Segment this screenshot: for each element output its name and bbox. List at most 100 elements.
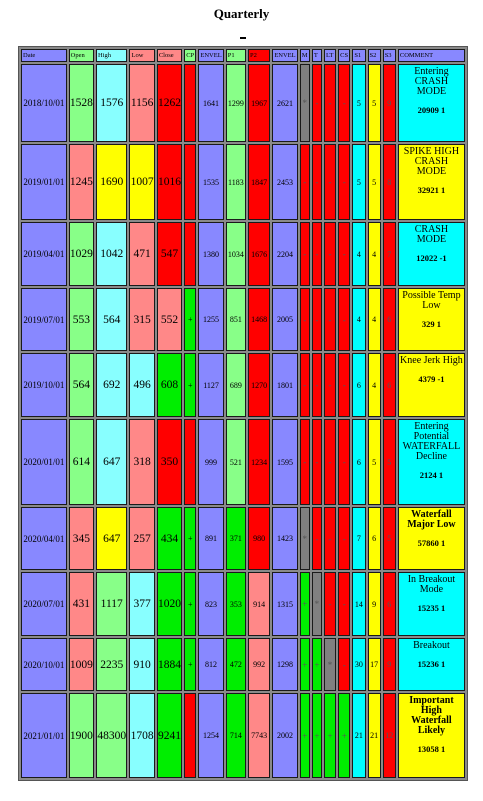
cell-m: + bbox=[299, 693, 310, 778]
comment-text: Entering Potential WATERFALL Decline bbox=[402, 421, 461, 462]
cell-close: 608 bbox=[156, 353, 183, 417]
cell-date: 2019/10/01 bbox=[21, 353, 67, 417]
cell-m: + bbox=[299, 638, 310, 691]
cell-comment: SPIKE HIGH CRASH MODE 32921 1 bbox=[397, 144, 465, 220]
comment-code: 329 1 bbox=[421, 319, 441, 329]
comment-text: CRASH MODE bbox=[414, 224, 449, 245]
cell-low: 315 bbox=[129, 288, 155, 351]
table-row: 2019/01/01 1245 1690 1007 1016-1535 1183 1847 2… bbox=[21, 144, 465, 220]
cell-low: 377 bbox=[129, 572, 155, 636]
cell-cp: - bbox=[184, 693, 197, 778]
cell-date: 2019/07/01 bbox=[21, 288, 67, 351]
column-header: Date bbox=[21, 49, 67, 62]
cell-m: - bbox=[299, 288, 310, 351]
cell-s3: 12 bbox=[382, 693, 396, 778]
comment-code: 15235 1 bbox=[417, 603, 446, 613]
cell-s3: 9 bbox=[382, 64, 396, 142]
cell-s2: 5 bbox=[367, 144, 381, 220]
cell-s2: 17 bbox=[367, 638, 381, 691]
comment-text: Entering CRASH MODE bbox=[414, 66, 449, 97]
column-header: COMMENT bbox=[397, 49, 465, 62]
cell-high: 647 bbox=[96, 507, 128, 570]
cell-cs: - bbox=[338, 144, 351, 220]
cell-low: 1007 bbox=[129, 144, 155, 220]
cell-s3: 6 bbox=[382, 288, 396, 351]
cell-cp: + bbox=[184, 638, 197, 691]
cell-lt: - bbox=[323, 144, 337, 220]
cell-p2: 980 bbox=[248, 507, 271, 570]
quarterly-table: Date Open High Low Close CP ENVEL P1 P2 ENVEL M T LT… bbox=[19, 47, 467, 780]
cell-comment: Entering Potential WATERFALL Decline 2124… bbox=[397, 419, 465, 505]
cell-comment: Entering CRASH MODE 20909 1 bbox=[397, 64, 465, 142]
cell-cp: + bbox=[184, 507, 197, 570]
cell-s2: 5 bbox=[367, 419, 381, 505]
cell-close: 1262 bbox=[156, 64, 183, 142]
cell-cp: + bbox=[184, 572, 197, 636]
cell-open: 1029 bbox=[68, 222, 95, 286]
cell-close: 547 bbox=[156, 222, 183, 286]
cell-high: 692 bbox=[96, 353, 128, 417]
cell-s3: 5 bbox=[382, 419, 396, 505]
comment-code: 57860 1 bbox=[417, 538, 446, 548]
cell-t: - bbox=[311, 144, 322, 220]
cell-open: 614 bbox=[68, 419, 95, 505]
cell-close: 552 bbox=[156, 288, 183, 351]
comment-code: 15236 1 bbox=[417, 659, 446, 669]
cell-close: 9241 bbox=[156, 693, 183, 778]
cell-t: + bbox=[311, 693, 322, 778]
cell-envel1: 1535 bbox=[198, 144, 224, 220]
cell-m: - bbox=[299, 419, 310, 505]
cell-envel2: 2204 bbox=[272, 222, 298, 286]
cell-close: 350 bbox=[156, 419, 183, 505]
cell-comment: CRASH MODE 12022 -1 bbox=[397, 222, 465, 286]
column-header: CS bbox=[338, 49, 351, 62]
cell-open: 1528 bbox=[68, 64, 95, 142]
cell-t: - bbox=[311, 64, 322, 142]
comment-code: 2124 1 bbox=[419, 470, 444, 480]
column-header: T bbox=[311, 49, 322, 62]
cell-lt: - bbox=[323, 419, 337, 505]
cell-envel2: 2005 bbox=[272, 288, 298, 351]
cell-date: 2018/10/01 bbox=[21, 64, 67, 142]
cell-t: - bbox=[311, 507, 322, 570]
cell-lt: - bbox=[323, 64, 337, 142]
column-header: S1 bbox=[352, 49, 366, 62]
cell-cs: - bbox=[338, 222, 351, 286]
cell-lt: - bbox=[323, 353, 337, 417]
cell-envel1: 1641 bbox=[198, 64, 224, 142]
cell-t: + bbox=[311, 638, 322, 691]
cell-comment: Possible Temp Low 329 1 bbox=[397, 288, 465, 351]
cell-m: - bbox=[299, 222, 310, 286]
cell-t: - bbox=[311, 353, 322, 417]
cell-envel1: 1254 bbox=[198, 693, 224, 778]
cell-m: + bbox=[299, 572, 310, 636]
cell-envel1: 1380 bbox=[198, 222, 224, 286]
table-row: 2020/04/01 345 647 257 434 +891 371 980 1423 * - - -… bbox=[21, 507, 465, 570]
cell-envel1: 891 bbox=[198, 507, 224, 570]
cell-p2: 914 bbox=[248, 572, 271, 636]
cell-close: 434 bbox=[156, 507, 183, 570]
cell-close: 1016 bbox=[156, 144, 183, 220]
cell-low: 910 bbox=[129, 638, 155, 691]
cell-low: 496 bbox=[129, 353, 155, 417]
cell-s3: 9 bbox=[382, 638, 396, 691]
cell-s1: 4 bbox=[352, 288, 366, 351]
cell-p1: 1034 bbox=[225, 222, 247, 286]
cell-cs: - bbox=[338, 64, 351, 142]
cell-m: - bbox=[299, 353, 310, 417]
cell-p2: 1468 bbox=[248, 288, 271, 351]
cell-cs: + bbox=[338, 693, 351, 778]
cell-envel2: 2002 bbox=[272, 693, 298, 778]
cell-s2: 4 bbox=[367, 288, 381, 351]
cell-cp: + bbox=[184, 353, 197, 417]
cell-open: 345 bbox=[68, 507, 95, 570]
column-header: P2 bbox=[248, 49, 271, 62]
cell-date: 2020/10/01 bbox=[21, 638, 67, 691]
page-title: Quarterly bbox=[213, 6, 270, 21]
cell-t: - bbox=[311, 419, 322, 505]
cell-open: 1245 bbox=[68, 144, 95, 220]
cell-p2: 992 bbox=[248, 638, 271, 691]
column-header: Open bbox=[68, 49, 95, 62]
cell-s2: 4 bbox=[367, 353, 381, 417]
cell-cs: - bbox=[338, 288, 351, 351]
